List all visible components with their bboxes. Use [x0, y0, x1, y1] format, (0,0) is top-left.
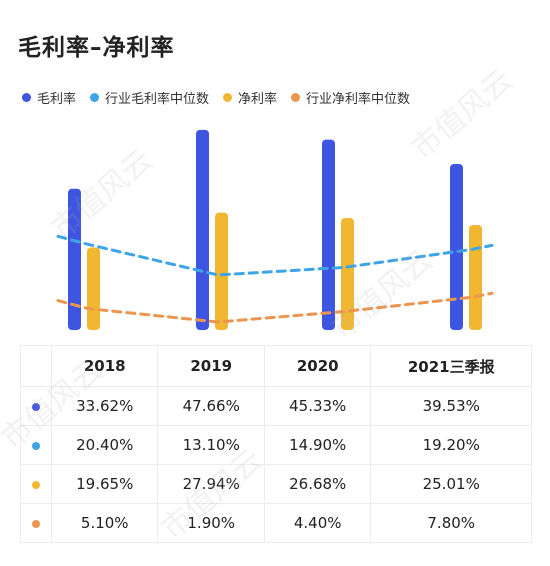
legend-item-net-margin: 净利率 — [223, 88, 277, 107]
legend-dot-gross-margin — [22, 93, 31, 102]
table-header-2018: 2018 — [50, 345, 159, 387]
legend-label-gross-margin: 毛利率 — [37, 92, 77, 107]
row-marker-net-margin — [20, 464, 52, 504]
data-table: 2018 2019 2020 2021三季报 33.62% 47.66% 45.… — [20, 345, 532, 543]
table-cell: 7.80% — [370, 503, 532, 543]
table-cell: 26.68% — [263, 464, 372, 504]
table-row: 19.65% 27.94% 26.68% 25.01% — [20, 464, 532, 504]
legend-item-industry-net-margin: 行业净利率中位数 — [291, 88, 410, 107]
chart-plot — [56, 129, 494, 330]
legend-dot-net-margin — [223, 93, 233, 102]
table-cell: 19.65% — [50, 464, 159, 504]
marker-dot-icon — [32, 403, 40, 411]
legend: 毛利率 行业毛利率中位数 净利率 行业净利率中位数 — [22, 88, 410, 107]
table-cell: 4.40% — [263, 503, 372, 543]
table-header-row: 2018 2019 2020 2021三季报 — [20, 345, 532, 387]
table-cell: 33.62% — [50, 386, 159, 426]
bar-net-margin-2019 — [215, 212, 228, 330]
marker-dot-icon — [32, 520, 40, 528]
legend-item-gross-margin: 毛利率 — [22, 88, 76, 107]
row-marker-industry-gross-margin — [20, 425, 52, 465]
chart-title: 毛利率–净利率 — [18, 35, 175, 61]
table-cell: 45.33% — [263, 386, 372, 426]
table-header-2021q3: 2021三季报 — [370, 345, 532, 387]
table-cell: 39.53% — [370, 386, 532, 426]
bar-gross-margin-2021三季报 — [450, 163, 463, 330]
legend-dot-industry-net-margin — [291, 93, 301, 102]
table-cell: 27.94% — [157, 464, 265, 504]
table-cell: 14.90% — [263, 425, 372, 465]
table-header-2020: 2020 — [263, 345, 372, 387]
legend-label-industry-gross-margin: 行业毛利率中位数 — [105, 92, 210, 107]
bar-net-margin-2018 — [87, 247, 100, 330]
row-marker-gross-margin — [20, 386, 52, 426]
table-cell: 25.01% — [370, 464, 532, 504]
row-marker-industry-net-margin — [20, 503, 52, 543]
bar-gross-margin-2019 — [196, 129, 209, 330]
table-cell: 19.20% — [370, 425, 532, 465]
legend-dot-industry-gross-margin — [90, 93, 100, 102]
table-cell: 20.40% — [50, 425, 159, 465]
table-header-2019: 2019 — [157, 345, 265, 387]
bar-gross-margin-2018 — [68, 188, 81, 330]
table-cell: 13.10% — [157, 425, 265, 465]
legend-label-net-margin: 净利率 — [238, 92, 278, 107]
table-cell: 5.10% — [50, 503, 159, 543]
line-industry-net-margin-median — [56, 291, 494, 324]
legend-label-industry-net-margin: 行业净利率中位数 — [306, 92, 411, 107]
bar-net-margin-2020 — [341, 217, 354, 330]
marker-dot-icon — [32, 442, 40, 450]
legend-item-industry-gross-margin: 行业毛利率中位数 — [90, 88, 209, 107]
bar-net-margin-2021三季报 — [469, 224, 482, 330]
table-header-corner — [20, 345, 52, 387]
bar-gross-margin-2020 — [322, 139, 335, 330]
line-industry-gross-margin-median — [56, 234, 494, 277]
table-row: 20.40% 13.10% 14.90% 19.20% — [20, 425, 532, 465]
table-row: 33.62% 47.66% 45.33% 39.53% — [20, 386, 532, 426]
table-cell: 47.66% — [157, 386, 265, 426]
table-row: 5.10% 1.90% 4.40% 7.80% — [20, 503, 532, 543]
table-cell: 1.90% — [157, 503, 265, 543]
marker-dot-icon — [32, 481, 40, 489]
